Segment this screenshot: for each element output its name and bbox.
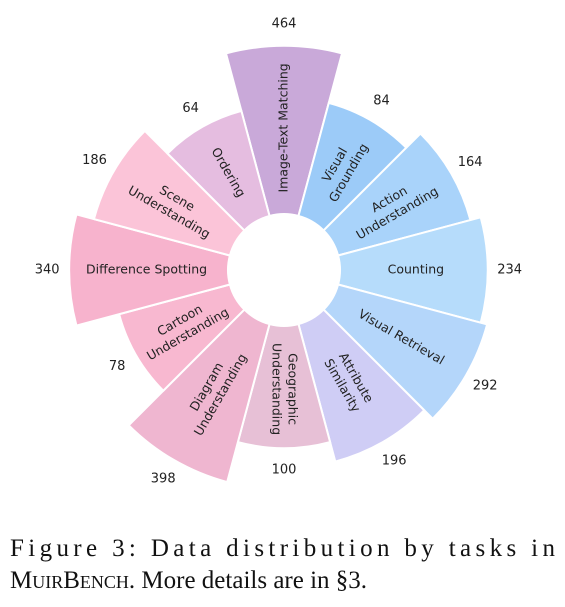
value-label: 100	[272, 463, 297, 478]
category-line: Counting	[388, 262, 444, 277]
category-label: Image-Text Matching	[276, 63, 291, 192]
sector	[92, 129, 246, 257]
sector	[127, 308, 271, 484]
sector	[297, 308, 426, 463]
value-label: 64	[182, 101, 199, 116]
value-label: 186	[82, 153, 107, 168]
category-label: Counting	[388, 262, 444, 277]
sector	[322, 283, 489, 421]
category-label: Difference Spotting	[86, 262, 207, 277]
sector	[68, 213, 232, 327]
value-label: 292	[473, 379, 498, 394]
sector	[336, 216, 489, 324]
sector	[166, 109, 271, 232]
sector	[297, 101, 408, 232]
value-label: 78	[109, 359, 126, 374]
caption-line: MuirBench. More details are in §3.	[10, 567, 367, 594]
value-label: 234	[497, 263, 522, 278]
caption-line: Figure 3: Data distribution by tasks in	[10, 535, 556, 562]
sector	[236, 322, 332, 450]
value-label: 196	[382, 453, 407, 468]
category-line: Understanding	[270, 343, 285, 435]
value-label: 164	[458, 155, 483, 170]
caption-text: . More details are in §3.	[129, 567, 367, 594]
category-line: Geographic	[286, 353, 301, 425]
sector	[322, 132, 472, 257]
category-line: Difference Spotting	[86, 262, 207, 277]
value-label: 464	[272, 16, 297, 31]
caption-name: MuirBench	[10, 567, 129, 594]
value-label: 84	[373, 94, 390, 109]
sector	[224, 44, 344, 218]
sector	[117, 283, 246, 393]
value-label: 398	[151, 472, 176, 487]
value-label: 340	[35, 263, 60, 278]
category-line: Image-Text Matching	[276, 63, 291, 192]
